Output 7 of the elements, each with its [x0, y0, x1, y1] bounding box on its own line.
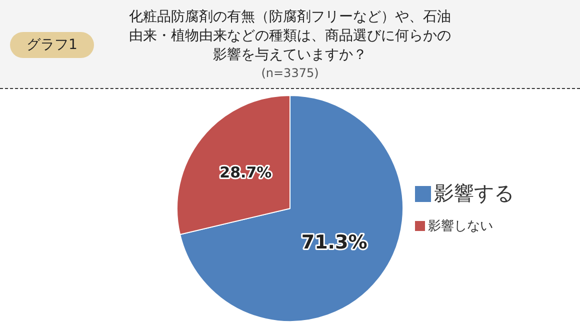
data-label: 71.3% [301, 231, 368, 254]
chart-title: 化粧品防腐剤の有無（防腐剤フリーなど）や、石油由来・植物由来などの種類は、商品選びに何らかの影響を与えていますか？ [128, 8, 452, 65]
legend-label: 影響する [434, 180, 514, 207]
text: グラフ1 [10, 32, 94, 58]
chart-subtitle: (n=3375) [260, 66, 320, 80]
legend-label: 影響しない [428, 218, 493, 235]
data-label: 28.7% [220, 163, 272, 182]
